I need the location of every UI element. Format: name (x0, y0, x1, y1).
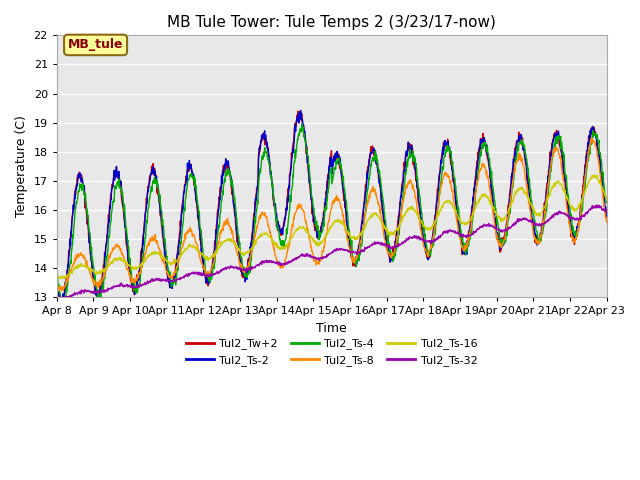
Tul2_Ts-8 (175, 256, 183, 262)
Tul2_Ts-8 (163, 267, 170, 273)
Tul2_Ts-32 (538, 221, 545, 227)
Tul2_Ts-16 (237, 249, 245, 254)
Tul2_Ts-2 (58, 303, 65, 309)
Tul2_Ts-4 (175, 255, 183, 261)
Tul2_Ts-8 (55, 288, 63, 294)
Line: Tul2_Ts-8: Tul2_Ts-8 (57, 138, 607, 291)
Line: Tul2_Tw+2: Tul2_Tw+2 (57, 111, 607, 307)
Tul2_Ts-32 (417, 236, 425, 242)
Tul2_Ts-4 (418, 210, 426, 216)
Tul2_Ts-32 (53, 296, 61, 301)
Tul2_Tw+2 (58, 304, 66, 310)
X-axis label: Time: Time (316, 322, 347, 335)
Tul2_Ts-2 (418, 217, 426, 223)
Tul2_Ts-32 (163, 278, 170, 284)
Tul2_Tw+2 (490, 204, 497, 210)
Tul2_Tw+2 (418, 222, 426, 228)
Tul2_Ts-4 (237, 255, 245, 261)
Tul2_Ts-16 (417, 219, 425, 225)
Tul2_Tw+2 (175, 230, 183, 236)
Tul2_Ts-8 (53, 282, 61, 288)
Tul2_Ts-8 (538, 231, 545, 237)
Tul2_Ts-16 (538, 209, 545, 215)
Tul2_Tw+2 (538, 221, 546, 227)
Text: MB_tule: MB_tule (68, 38, 124, 51)
Tul2_Ts-16 (175, 254, 183, 260)
Tul2_Ts-4 (53, 272, 61, 278)
Tul2_Ts-8 (417, 228, 425, 234)
Tul2_Ts-4 (490, 189, 497, 194)
Tul2_Ts-2 (297, 108, 305, 113)
Tul2_Tw+2 (53, 281, 61, 287)
Tul2_Ts-32 (175, 276, 183, 281)
Tul2_Ts-8 (603, 219, 611, 225)
Line: Tul2_Ts-16: Tul2_Ts-16 (57, 175, 607, 278)
Tul2_Ts-4 (298, 121, 306, 127)
Tul2_Ts-16 (603, 197, 611, 203)
Tul2_Ts-32 (594, 202, 602, 208)
Tul2_Ts-16 (57, 276, 65, 281)
Line: Tul2_Ts-32: Tul2_Ts-32 (57, 205, 607, 299)
Tul2_Ts-32 (237, 266, 245, 272)
Tul2_Ts-4 (603, 199, 611, 204)
Tul2_Ts-16 (591, 172, 598, 178)
Tul2_Ts-2 (490, 201, 497, 207)
Title: MB Tule Tower: Tule Temps 2 (3/23/17-now): MB Tule Tower: Tule Temps 2 (3/23/17-now… (167, 15, 496, 30)
Tul2_Ts-2 (53, 279, 61, 285)
Tul2_Ts-16 (163, 257, 170, 263)
Tul2_Ts-2 (538, 223, 546, 229)
Tul2_Ts-32 (57, 296, 65, 302)
Tul2_Ts-8 (588, 135, 596, 141)
Y-axis label: Temperature (C): Temperature (C) (15, 115, 28, 217)
Tul2_Ts-4 (60, 300, 68, 306)
Line: Tul2_Ts-2: Tul2_Ts-2 (57, 110, 607, 306)
Tul2_Tw+2 (294, 108, 301, 114)
Tul2_Ts-32 (489, 224, 497, 230)
Tul2_Tw+2 (163, 263, 170, 269)
Tul2_Ts-32 (603, 207, 611, 213)
Tul2_Ts-8 (237, 261, 245, 267)
Tul2_Ts-8 (489, 210, 497, 216)
Tul2_Tw+2 (237, 269, 245, 275)
Tul2_Tw+2 (603, 214, 611, 220)
Tul2_Ts-2 (237, 258, 245, 264)
Tul2_Ts-2 (603, 213, 611, 218)
Tul2_Ts-4 (163, 248, 170, 254)
Tul2_Ts-16 (489, 205, 497, 211)
Line: Tul2_Ts-4: Tul2_Ts-4 (57, 124, 607, 303)
Tul2_Ts-2 (175, 237, 183, 242)
Tul2_Ts-2 (163, 264, 170, 270)
Tul2_Ts-4 (538, 231, 546, 237)
Legend: Tul2_Tw+2, Tul2_Ts-2, Tul2_Ts-4, Tul2_Ts-8, Tul2_Ts-16, Tul2_Ts-32: Tul2_Tw+2, Tul2_Ts-2, Tul2_Ts-4, Tul2_Ts… (181, 334, 482, 370)
Tul2_Ts-16 (53, 273, 61, 279)
